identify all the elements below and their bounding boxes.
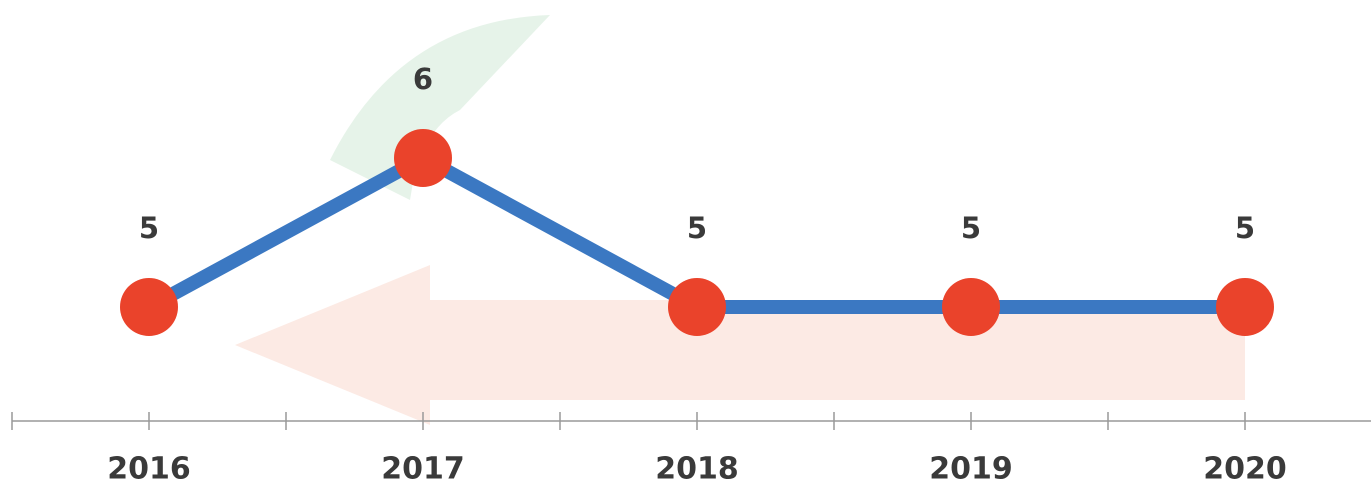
x-tick-label: 2019: [929, 452, 1013, 487]
data-label: 5: [139, 211, 159, 245]
point-marker: [394, 129, 452, 187]
x-tick-label: 2016: [107, 452, 191, 487]
x-tick-label: 2020: [1203, 452, 1287, 487]
data-label: 5: [1235, 211, 1255, 245]
data-label: 5: [687, 211, 707, 245]
point-marker: [668, 278, 726, 336]
data-label: 6: [413, 62, 433, 96]
chart: 2016 2017 2018 2019 2020 5 6 5 5 5: [0, 0, 1371, 489]
point-marker: [942, 278, 1000, 336]
watermark-arrow: [235, 265, 1245, 425]
point-marker: [1216, 278, 1274, 336]
x-tick-label: 2018: [655, 452, 739, 487]
data-label: 5: [961, 211, 981, 245]
page: 2016201720182019202056555 (() => { const…: [0, 0, 1371, 489]
point-marker: [120, 278, 178, 336]
watermark: [235, 15, 1245, 425]
x-tick-label: 2017: [381, 452, 465, 487]
